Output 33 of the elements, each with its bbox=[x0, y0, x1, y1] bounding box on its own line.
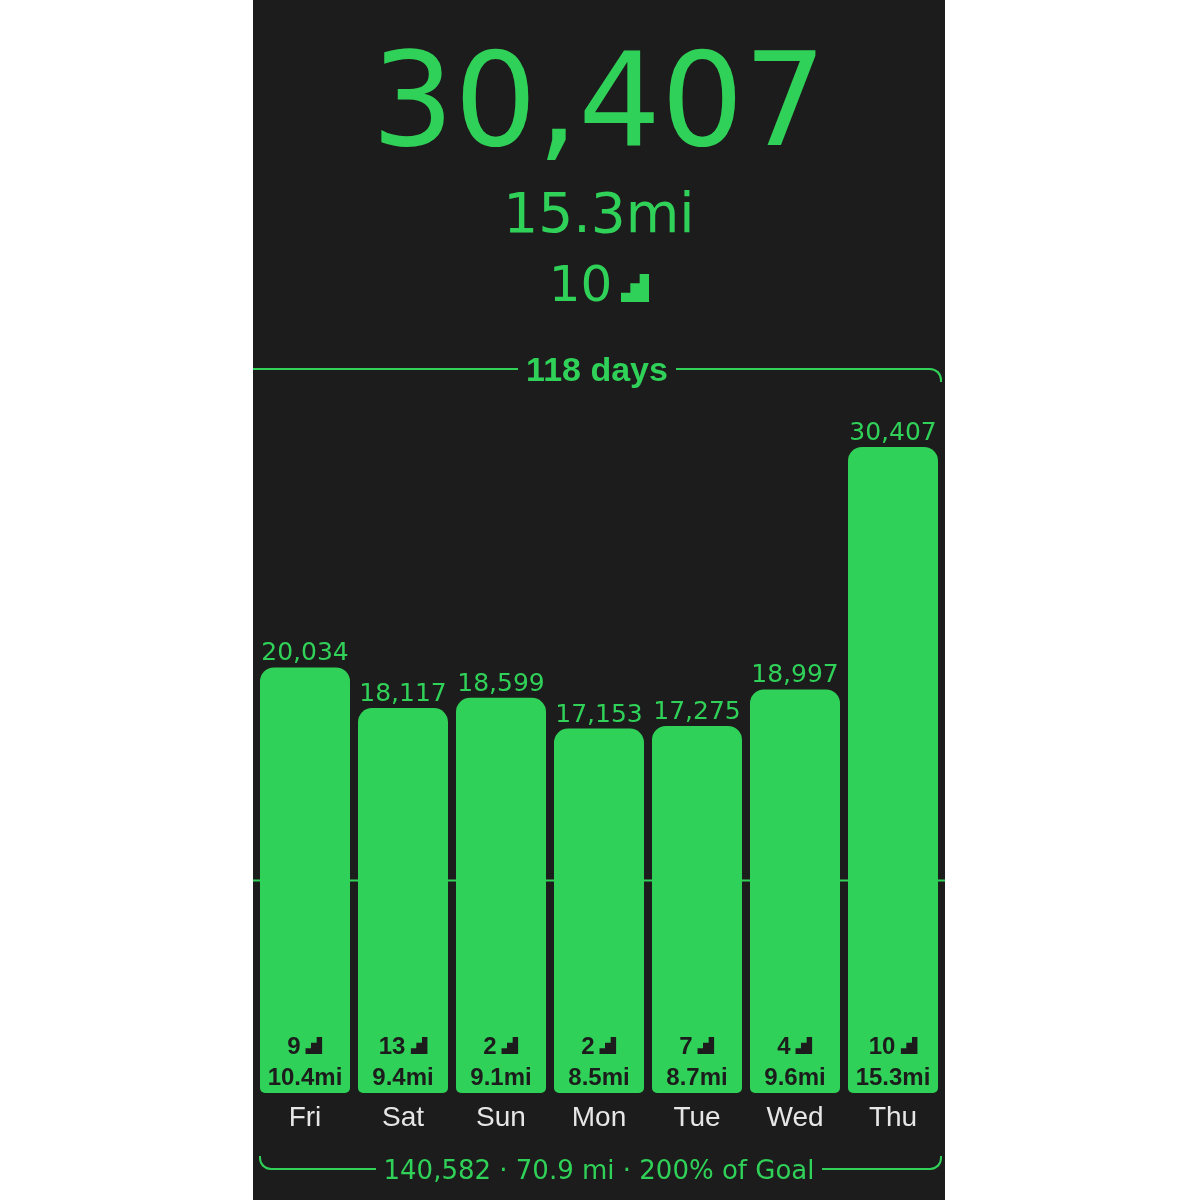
annotation: 10.4mi bbox=[267, 1063, 343, 1090]
annotation: 2 bbox=[483, 1032, 497, 1059]
data-label: 18,599 bbox=[457, 667, 545, 697]
annotation: 9 bbox=[287, 1032, 301, 1059]
x-tick-label: Tue bbox=[673, 1100, 721, 1132]
annotation: 2 bbox=[581, 1032, 595, 1059]
annotation: 9.1mi bbox=[470, 1063, 532, 1090]
annotation: 8.5mi bbox=[568, 1063, 630, 1090]
annotation: 7 bbox=[679, 1032, 693, 1059]
data-label: 17,153 bbox=[555, 698, 643, 728]
text: 118 days bbox=[525, 350, 669, 388]
chart-title: 30,407 bbox=[370, 24, 828, 176]
x-tick-label: Sun bbox=[476, 1100, 526, 1132]
data-label: 17,275 bbox=[653, 695, 741, 725]
chart-subtitle: 15.3mi bbox=[502, 181, 696, 245]
text: 140,582 · 70.9 mi · 200% of Goal bbox=[382, 1155, 816, 1185]
annotation: 8.7mi bbox=[666, 1063, 728, 1090]
annotation: 4 bbox=[777, 1032, 791, 1059]
annotation: 10 bbox=[868, 1032, 896, 1059]
x-tick-label: Thu bbox=[868, 1100, 918, 1132]
x-tick-label: Sat bbox=[381, 1100, 425, 1132]
annotation: 13 bbox=[378, 1032, 406, 1059]
data-label: 18,117 bbox=[359, 678, 447, 708]
annotation: 9.6mi bbox=[764, 1063, 826, 1090]
data-label: 18,997 bbox=[751, 659, 839, 689]
annotation: 9.4mi bbox=[372, 1063, 434, 1090]
x-tick-label: Wed bbox=[766, 1100, 824, 1132]
annotation: 15.3mi bbox=[855, 1063, 931, 1090]
data-label: 30,407 bbox=[849, 417, 937, 446]
data-label: 20,034 bbox=[261, 637, 349, 667]
x-tick-label: Fri bbox=[288, 1100, 322, 1132]
x-tick-label: Mon bbox=[571, 1100, 627, 1132]
text: 10 bbox=[548, 255, 613, 313]
